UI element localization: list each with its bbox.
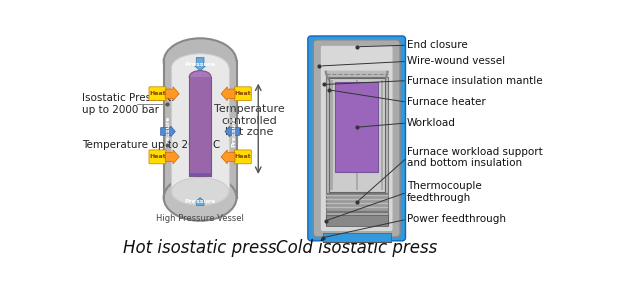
Text: Temperature
controlled
hot zone: Temperature controlled hot zone	[214, 104, 284, 137]
Text: Wire-wound vessel: Wire-wound vessel	[407, 56, 505, 66]
FancyBboxPatch shape	[234, 150, 252, 164]
Bar	[323, 233, 391, 242]
Bar	[189, 77, 211, 176]
FancyArrow shape	[225, 126, 239, 137]
Text: Hot isostatic press: Hot isostatic press	[124, 239, 277, 257]
Text: High Pressure Vessel: High Pressure Vessel	[156, 214, 244, 223]
FancyArrow shape	[195, 198, 205, 205]
FancyBboxPatch shape	[149, 87, 166, 101]
FancyArrow shape	[221, 87, 235, 101]
Bar	[326, 77, 388, 193]
FancyBboxPatch shape	[313, 40, 400, 237]
FancyBboxPatch shape	[234, 87, 252, 101]
Ellipse shape	[172, 54, 229, 82]
FancyBboxPatch shape	[320, 45, 393, 232]
Text: Furnace insulation mantle: Furnace insulation mantle	[407, 76, 543, 86]
Text: Pressure: Pressure	[184, 199, 216, 204]
Text: Workload: Workload	[407, 118, 456, 128]
Text: Pressure: Pressure	[166, 116, 170, 147]
Bar	[326, 212, 388, 225]
Bar	[189, 173, 211, 176]
Bar	[164, 61, 237, 198]
Text: Furnace workload support
and bottom insulation: Furnace workload support and bottom insu…	[407, 147, 543, 168]
Ellipse shape	[164, 38, 237, 84]
Ellipse shape	[189, 71, 211, 83]
Text: Heat: Heat	[149, 91, 166, 96]
Text: Temperature up to 2000°C: Temperature up to 2000°C	[83, 139, 221, 150]
Bar	[326, 215, 388, 226]
Text: Pressure: Pressure	[232, 116, 237, 147]
Wedge shape	[326, 71, 388, 101]
Bar	[329, 78, 385, 191]
Text: Cold isostatic press: Cold isostatic press	[276, 239, 437, 257]
Text: Power feedthrough: Power feedthrough	[407, 214, 506, 224]
Bar	[355, 80, 358, 190]
Text: Furnace heater: Furnace heater	[407, 97, 486, 107]
Text: Heat: Heat	[234, 154, 251, 159]
Text: Pressure: Pressure	[184, 62, 216, 67]
Text: Heat: Heat	[234, 91, 251, 96]
Ellipse shape	[164, 174, 237, 221]
FancyArrow shape	[165, 87, 179, 101]
Text: Thermocouple
feedthrough: Thermocouple feedthrough	[407, 181, 482, 203]
FancyArrow shape	[165, 150, 179, 164]
Text: End closure: End closure	[407, 40, 468, 50]
Text: Isostatic Pressure
up to 2000 bar: Isostatic Pressure up to 2000 bar	[83, 93, 174, 115]
Bar	[330, 80, 333, 190]
FancyArrow shape	[161, 126, 175, 137]
Ellipse shape	[172, 178, 229, 205]
Bar	[381, 80, 383, 190]
Bar	[172, 67, 229, 191]
FancyArrow shape	[221, 150, 235, 164]
FancyBboxPatch shape	[308, 36, 406, 241]
FancyArrow shape	[195, 57, 205, 71]
FancyBboxPatch shape	[149, 150, 166, 164]
Bar	[335, 82, 378, 172]
Bar	[326, 194, 388, 211]
Text: Heat: Heat	[149, 154, 166, 159]
